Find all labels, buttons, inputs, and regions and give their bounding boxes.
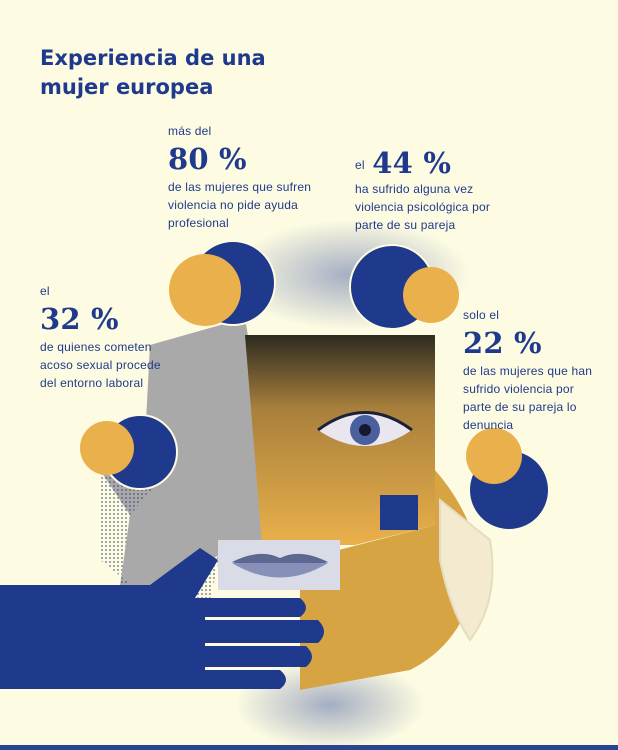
eye-icon — [317, 411, 413, 446]
stat-value: 22 % — [463, 326, 542, 360]
stat-value: 44 % — [372, 146, 452, 180]
page-title: Experiencia de una mujer europea — [40, 46, 266, 99]
lips-icon — [218, 540, 340, 590]
stat-value: 80 % — [168, 142, 247, 176]
blue-square-accent — [380, 495, 418, 530]
stat-value: 32 % — [40, 302, 119, 336]
circles-pair-right — [466, 428, 550, 531]
stat-description: de las mujeres que sufren violencia no p… — [168, 180, 312, 230]
stat-block-44: el 44 % ha sufrido alguna vez violencia … — [355, 146, 515, 234]
stat-prefix: el — [355, 158, 365, 172]
cheek-shape — [300, 470, 480, 690]
stat-block-32: el 32 % de quienes cometen acoso sexual … — [40, 282, 165, 392]
stat-description: de quienes cometen acoso sexual procede … — [40, 340, 161, 390]
stat-prefix: el — [40, 284, 50, 298]
circles-pair-top-left — [169, 240, 276, 326]
collar-stripe — [439, 497, 494, 642]
stat-block-80: más del 80 % de las mujeres que sufren v… — [168, 122, 318, 232]
hand-icon — [0, 548, 324, 689]
gray-face-panel — [100, 318, 262, 600]
stat-block-22: solo el 22 % de las mujeres que han sufr… — [463, 306, 603, 434]
stat-prefix: más del — [168, 124, 212, 138]
stat-description: ha sufrido alguna vez violencia psicológ… — [355, 182, 491, 232]
circles-pair-left — [80, 414, 178, 490]
bottom-divider — [0, 745, 618, 750]
circles-pair-top-right — [349, 244, 459, 330]
stat-description: de las mujeres que han sufrido violencia… — [463, 364, 593, 432]
stat-prefix: solo el — [463, 308, 500, 322]
